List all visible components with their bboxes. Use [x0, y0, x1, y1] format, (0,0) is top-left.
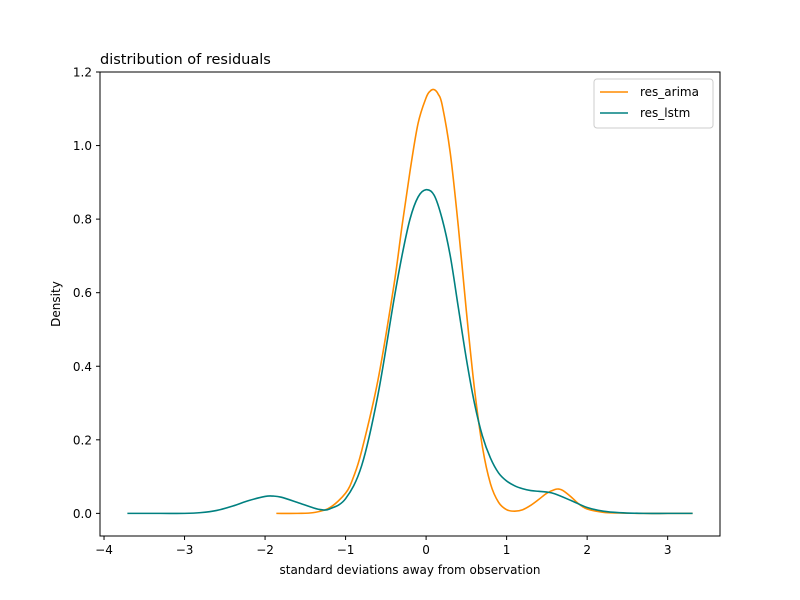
y-tick-label: 0.2: [73, 433, 92, 447]
x-axis-label: standard deviations away from observatio…: [279, 563, 540, 577]
legend-label-res-arima: res_arima: [640, 85, 699, 99]
x-tick-label: −1: [337, 543, 355, 557]
y-tick-label: 1.2: [73, 66, 92, 80]
x-tick-label: −3: [176, 543, 194, 557]
y-tick-label: 1.0: [73, 139, 92, 153]
y-tick-label: 0.6: [73, 286, 92, 300]
x-tick-label: −2: [256, 543, 274, 557]
y-tick-label: 0.4: [73, 360, 92, 374]
x-tick-label: 0: [422, 543, 430, 557]
series-line-res-arima: [276, 88, 693, 515]
y-tick-label: 0.0: [73, 507, 92, 521]
y-tick-label: 0.8: [73, 213, 92, 227]
x-tick-label: 1: [503, 543, 511, 557]
legend-label-res-lstm: res_lstm: [640, 106, 690, 120]
series-line-res-lstm: [127, 188, 693, 515]
y-axis: 0.0 0.2 0.4 0.6 0.8 1.0 1.2: [73, 66, 100, 521]
x-tick-label: −4: [95, 543, 113, 557]
plot-frame: [99, 71, 721, 537]
chart-title: distribution of residuals: [100, 52, 271, 68]
x-tick-label: 3: [664, 543, 672, 557]
x-tick-label: 2: [583, 543, 591, 557]
y-axis-label: Density: [49, 281, 63, 327]
series-layer: [127, 88, 693, 515]
x-axis: −4 −3 −2 −1 0 1 2 3: [95, 536, 671, 557]
legend: res_arima res_lstm: [593, 78, 714, 129]
